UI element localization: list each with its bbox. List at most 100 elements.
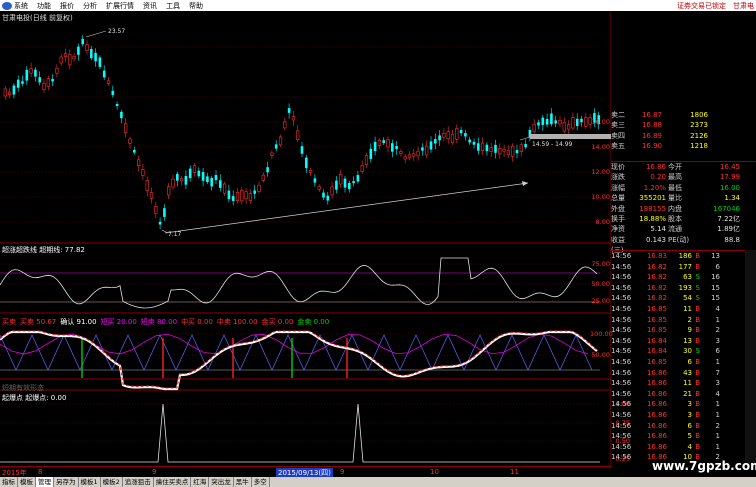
tick-row[interactable]: 14:56 16.86 11 B 3 bbox=[611, 378, 756, 389]
tab-template2[interactable]: 模板2 bbox=[101, 477, 123, 487]
tick-row[interactable]: 14:56 16.85 9 B 2 bbox=[611, 325, 756, 336]
menu-item-system[interactable]: 系统 bbox=[14, 1, 28, 10]
trade-line bbox=[0, 330, 598, 389]
tick-row[interactable]: 14:56 16.86 4 B 1 bbox=[611, 442, 756, 453]
panel2-title[interactable]: 买卖 买卖 50.67 确认 91.00 短买 20.00 短卖 80.00 中买 0.0… bbox=[2, 317, 333, 327]
tick-time: 14:56 bbox=[611, 347, 632, 356]
quote-row: 涨跌 0.20 最高 17.99 bbox=[611, 172, 756, 182]
tab-save-as[interactable]: 另存为 bbox=[54, 477, 79, 487]
candle-body bbox=[145, 180, 149, 191]
ask-row[interactable]: 卖三 16.88 2373 bbox=[611, 120, 756, 130]
quote-value: 16.00 bbox=[719, 183, 740, 192]
candle-body bbox=[3, 88, 7, 97]
menu-item-analysis[interactable]: 分析 bbox=[83, 1, 97, 10]
tick-price: 16.85 bbox=[646, 326, 667, 335]
tick-row[interactable]: 14:56 16.82 63 S 16 bbox=[611, 272, 756, 283]
menu-item-info[interactable]: 资讯 bbox=[143, 1, 157, 10]
tick-row[interactable]: 14:56 16.83 186 B 13 bbox=[611, 251, 756, 262]
candle-body bbox=[395, 146, 398, 150]
tick-list[interactable]: 14:56 16.83 186 B 13 14:56 16.82 177 B 6 14:56 16.8… bbox=[611, 250, 756, 463]
tick-row[interactable]: 14:56 16.84 13 B 3 bbox=[611, 336, 756, 347]
candle-body bbox=[120, 111, 123, 119]
trade-lock-notice[interactable]: 证券交易已锁定 bbox=[677, 1, 726, 10]
candle-body bbox=[571, 117, 575, 129]
candle-body bbox=[167, 186, 171, 196]
menu-item-extended-market[interactable]: 扩展行情 bbox=[106, 1, 134, 10]
panel1-axis-label: 25.00 bbox=[591, 297, 610, 305]
panel1-title[interactable]: 超涨超跌线 超期线: 77.82 bbox=[2, 246, 85, 254]
tab-indicator[interactable]: 指标 bbox=[0, 477, 18, 487]
candle-body bbox=[235, 191, 240, 201]
candle-body bbox=[133, 149, 136, 153]
date-cursor-label: 2015/09/13(四) bbox=[276, 468, 333, 478]
candle-body bbox=[450, 133, 455, 144]
quote-value: 0.143 bbox=[645, 235, 666, 244]
candle-body bbox=[63, 53, 68, 58]
tick-row[interactable]: 14:56 16.85 11 B 4 bbox=[611, 304, 756, 315]
ask-row[interactable]: 卖五 16.90 1218 bbox=[611, 141, 756, 151]
tick-row[interactable]: 14:56 16.85 2 B 1 bbox=[611, 315, 756, 326]
candle-body bbox=[425, 145, 429, 156]
menu-item-quote[interactable]: 报价 bbox=[60, 1, 74, 10]
tick-row[interactable]: 14:56 16.86 10 B 2 bbox=[611, 452, 756, 463]
candle-body bbox=[364, 155, 369, 166]
price-axis-label: 16.00 bbox=[591, 118, 610, 126]
price-grid bbox=[0, 46, 600, 223]
tick-row[interactable]: 14:56 16.86 5 B 1 bbox=[611, 431, 756, 442]
tick-direction: S bbox=[695, 294, 700, 303]
menu-item-function[interactable]: 功能 bbox=[37, 1, 51, 10]
tab-buy-sell-point[interactable]: 擒住买卖点 bbox=[154, 477, 192, 487]
tick-row[interactable]: 14:56 16.86 3 B 1 bbox=[611, 399, 756, 410]
tab-red-sea[interactable]: 红海 bbox=[191, 477, 210, 487]
panel2-legend-8: 金卖 0.00 bbox=[297, 318, 330, 326]
candle-body bbox=[519, 144, 523, 152]
short-line bbox=[0, 333, 589, 355]
quote-row: 换手 18.88% 股本 7.22亿 bbox=[611, 214, 756, 224]
tick-row[interactable]: 14:56 16.82 54 S 15 bbox=[611, 293, 756, 304]
menu-item-help[interactable]: 帮助 bbox=[189, 1, 203, 10]
tick-row[interactable]: 14:56 16.86 43 B 7 bbox=[611, 368, 756, 379]
tick-direction: B bbox=[695, 315, 700, 324]
tick-row[interactable]: 14:56 16.86 6 B 2 bbox=[611, 421, 756, 432]
tick-time: 14:56 bbox=[611, 432, 632, 441]
tick-row[interactable]: 14:56 16.85 6 B 1 bbox=[611, 357, 756, 368]
tick-row[interactable]: 14:56 16.86 3 B 1 bbox=[611, 410, 756, 421]
side-scrollbar[interactable] bbox=[745, 250, 756, 465]
confirm-line bbox=[0, 330, 598, 391]
ask-row[interactable]: 卖二 16.87 1806 bbox=[611, 110, 756, 120]
tab-dragon[interactable]: 突出龙 bbox=[209, 477, 234, 487]
ask-volume: 1806 bbox=[690, 111, 708, 119]
candle-body bbox=[558, 120, 562, 125]
tab-template[interactable]: 模板 bbox=[18, 477, 36, 487]
tab-manage[interactable]: 管理 bbox=[36, 477, 54, 487]
candle-body bbox=[94, 52, 97, 62]
candle-body bbox=[459, 129, 463, 134]
candle-body bbox=[223, 183, 227, 194]
tab-long-short[interactable]: 多空 bbox=[252, 477, 270, 487]
candle-body bbox=[149, 192, 154, 199]
tick-row[interactable]: 14:56 16.82 193 S 15 bbox=[611, 283, 756, 294]
panel4-title[interactable]: 起爆点 起爆点: 0.00 bbox=[2, 394, 67, 402]
candle-body bbox=[537, 122, 540, 126]
tick-row[interactable]: 14:56 16.84 30 S 6 bbox=[611, 346, 756, 357]
tab-chase[interactable]: 追涨狙击 bbox=[123, 477, 154, 487]
candle-body bbox=[12, 85, 16, 95]
candle-body bbox=[528, 129, 532, 138]
date-axis: 2015年 8 9 2015/09/13(四) 9 10 11 bbox=[0, 466, 611, 478]
ask-price: 16.90 bbox=[641, 142, 662, 151]
chart-area[interactable] bbox=[0, 0, 611, 466]
panel3-title[interactable]: 短期有效形态 bbox=[2, 384, 44, 392]
candle-body bbox=[257, 184, 261, 192]
menu-item-tools[interactable]: 工具 bbox=[166, 1, 180, 10]
tab-black-bull[interactable]: 黑牛 bbox=[234, 477, 252, 487]
date-label: 10 bbox=[430, 468, 439, 476]
tick-price: 16.86 bbox=[646, 379, 667, 388]
tick-volume: 43 bbox=[683, 368, 692, 377]
tick-row[interactable]: 14:56 16.82 177 B 6 bbox=[611, 262, 756, 273]
candle-body bbox=[377, 140, 382, 146]
tick-row[interactable]: 14:56 16.86 21 B 4 bbox=[611, 389, 756, 400]
tick-time: 14:56 bbox=[611, 326, 632, 335]
tab-template1[interactable]: 模板1 bbox=[79, 477, 101, 487]
ask-row[interactable]: 卖四 16.89 2126 bbox=[611, 131, 756, 141]
ask-label: 卖二 bbox=[611, 111, 625, 119]
